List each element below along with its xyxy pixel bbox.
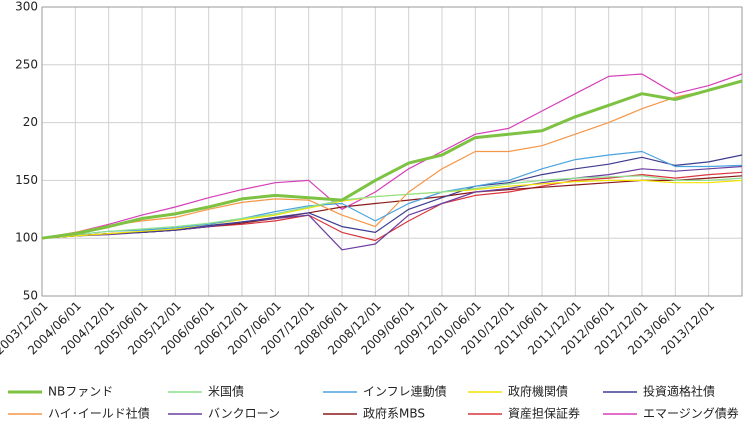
series-line [41,175,743,239]
legend-label: 投資適格社債 [643,384,715,399]
plot-frame [41,6,743,297]
series-line [41,150,743,239]
y-tick-label: 250 [15,57,38,71]
series-line [41,154,743,239]
series-line [41,73,743,239]
legend-label: バンクローン [208,407,280,421]
series-line [41,165,743,251]
series-line [41,79,743,240]
y-tick-label: 300 [15,0,38,14]
legend-label: インフレ連動債 [363,384,447,399]
y-tick-label: 100 [15,231,38,245]
series-line [41,80,743,239]
legend-label: 米国債 [208,384,244,399]
legend-label: NBファンド [48,385,113,399]
legend-label: 政府機関債 [508,384,568,399]
legend-label: 資産担保証券 [508,406,580,421]
y-tick-label: 50 [23,289,38,303]
legend-label: 政府系MBS [363,406,425,421]
y-tick-label: 150 [15,173,38,187]
legend-label: エマージング債券 [643,406,739,421]
legend-label: ハイ･イールド社債 [48,406,150,421]
y-tick-label: 20 [23,115,38,129]
